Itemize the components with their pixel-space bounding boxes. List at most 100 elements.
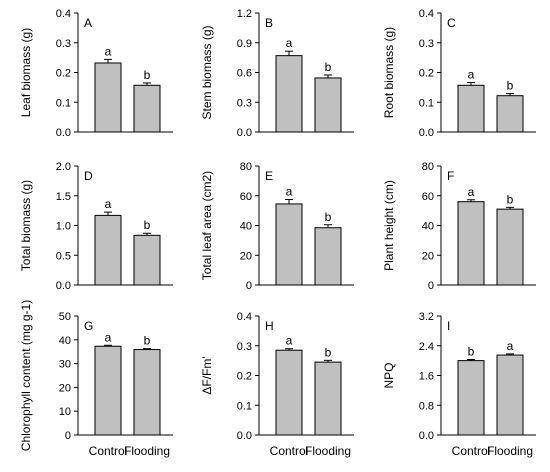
panel-h-x-tick-label: Control	[270, 444, 309, 458]
panel-b-y-tick-label: 0.9	[237, 38, 252, 50]
panel-e-y-tick-label: 60	[240, 191, 252, 203]
panel-g-x-tick-label: Flooding	[124, 444, 170, 458]
panel-d-y-tick-label: 2.0	[56, 161, 71, 173]
panel-i-bar-control	[457, 360, 485, 436]
panel-g: 0 10 20 30 40 50 G Chlorophyll content (mg g-1)…	[19, 300, 173, 458]
panel-e-y-tick-label: 40	[240, 221, 252, 233]
panel-e-y-tick-label: 0	[246, 280, 252, 292]
panel-g-bar-control	[94, 345, 122, 436]
panel-d-y-tick-label: 1.0	[56, 221, 71, 233]
panel-c-sig-label: a	[468, 68, 475, 82]
panel-e-sig-label: a	[286, 184, 293, 198]
panel-f-sig-label: a	[468, 185, 475, 199]
panel-b-bar-flooding	[314, 77, 342, 133]
panel-c-bar-control	[457, 84, 485, 133]
panel-a-y-tick-label: 0.2	[56, 68, 71, 80]
panel-b-y-tick-label: 0.6	[237, 68, 252, 80]
panel-f-y-tick-label: 0	[428, 280, 434, 292]
panel-d-bar-control	[94, 214, 122, 286]
panel-h-y-tick-label: 0.0	[237, 430, 252, 442]
panel-a-bar-control	[94, 62, 122, 133]
panel-c: 0.0 0.1 0.2 0.3 0.4 C Root biomass (g) a b	[382, 8, 536, 139]
panel-b-bar-control	[275, 55, 303, 133]
panel-i-letter: I	[447, 319, 450, 333]
panel-f: 0 20 40 60 80 F Plant height (cm) a b	[382, 161, 536, 292]
panel-c-letter: C	[447, 16, 456, 30]
panel-i-y-tick-label: 2.4	[419, 341, 434, 353]
panel-i-x-tick-label: Flooding	[487, 444, 533, 458]
panel-e: 0 20 40 60 80 E Total leaf area (cm2) a b	[200, 161, 354, 292]
panel-e-bar-control	[275, 203, 303, 286]
panel-d-y-tick-label: 1.5	[56, 191, 71, 203]
panel-c-sig-label: b	[507, 79, 514, 93]
panel-d-y-tick-label: 0.0	[56, 280, 71, 292]
panel-g-y-tick-label: 30	[59, 359, 71, 371]
panel-h-letter: H	[265, 319, 274, 333]
panel-c-y-tick-label: 0.2	[419, 68, 434, 80]
panel-d-y-label: Total biomass (g)	[19, 180, 33, 271]
panel-g-x-tick-label: Control	[89, 444, 128, 458]
panel-e-bar-flooding	[314, 227, 342, 286]
panel-g-y-tick-label: 10	[59, 406, 71, 418]
panel-h-y-tick-label: 0.3	[237, 341, 252, 353]
panel-e-sig-label: b	[325, 210, 332, 224]
panel-h-y-tick-label: 0.4	[237, 311, 252, 323]
panel-c-y-label: Root biomass (g)	[382, 27, 396, 118]
panel-h-y-tick-label: 0.2	[237, 371, 252, 383]
panel-b-sig-label: b	[325, 60, 332, 74]
panel-f-letter: F	[447, 169, 454, 183]
panel-c-bar-flooding	[496, 95, 524, 133]
panel-f-y-tick-label: 40	[422, 221, 434, 233]
panel-a-y-tick-label: 0.4	[56, 8, 71, 20]
panel-i-sig-label: b	[468, 345, 475, 359]
panel-d-sig-label: b	[144, 218, 151, 232]
panel-i-bar-flooding	[496, 354, 524, 436]
panel-e-y-tick-label: 80	[240, 161, 252, 173]
panel-i-y-tick-label: 3.2	[419, 311, 434, 323]
panel-c-y-tick-label: 0.3	[419, 38, 434, 50]
panel-b-y-tick-label: 0.3	[237, 97, 252, 109]
panel-g-y-tick-label: 0	[65, 430, 71, 442]
panel-d-bar-flooding	[133, 234, 161, 286]
panel-d-y-tick-label: 0.5	[56, 250, 71, 262]
panel-g-y-tick-label: 50	[59, 311, 71, 323]
panel-g-y-label: Chlorophyll content (mg g-1)	[19, 300, 33, 451]
panel-h-sig-label: b	[325, 345, 332, 359]
panel-a-y-tick-label: 0.1	[56, 97, 71, 109]
panel-b-y-tick-label: 0.0	[237, 127, 252, 139]
panel-c-y-tick-label: 0.0	[419, 127, 434, 139]
panel-a-sig-label: a	[105, 44, 112, 58]
panel-d: 0.0 0.5 1.0 1.5 2.0 D Total biomass (g) a b	[19, 161, 173, 292]
panel-i-y-label: NPQ	[382, 362, 396, 388]
panel-h-y-tick-label: 0.1	[237, 400, 252, 412]
panel-f-y-tick-label: 80	[422, 161, 434, 173]
panel-f-y-tick-label: 60	[422, 191, 434, 203]
panel-b-y-label: Stem biomass (g)	[200, 25, 214, 119]
panel-a-sig-label: b	[144, 68, 151, 82]
panel-g-bar-flooding	[133, 349, 161, 436]
panel-i-x-tick-label: Control	[452, 444, 491, 458]
panel-a-y-label: Leaf biomass (g)	[19, 28, 33, 117]
panel-b-sig-label: a	[286, 36, 293, 50]
panel-e-y-label: Total leaf area (cm2)	[200, 171, 214, 280]
panel-c-y-tick-label: 0.1	[419, 97, 434, 109]
panel-b-y-tick-label: 1.2	[237, 8, 252, 20]
panel-a: 0.0 0.1 0.2 0.3 0.4 A Leaf biomass (g) a b	[19, 8, 173, 139]
panel-h-sig-label: a	[286, 334, 293, 348]
panel-b-letter: B	[265, 16, 273, 30]
panel-f-y-label: Plant height (cm)	[382, 180, 396, 271]
panel-h-x-tick-label: Flooding	[305, 444, 351, 458]
panel-b: 0.0 0.3 0.6 0.9 1.2 B Stem biomass (g) a b	[200, 8, 354, 139]
panel-g-y-tick-label: 40	[59, 335, 71, 347]
panel-f-bar-control	[457, 201, 485, 286]
panel-h-y-label: ΔF/Fm'	[200, 356, 214, 394]
panel-g-sig-label: b	[144, 334, 151, 348]
panel-f-sig-label: b	[507, 192, 514, 206]
panel-i-y-tick-label: 1.6	[419, 371, 434, 383]
panel-h-bar-flooding	[314, 361, 342, 436]
panel-a-bar-flooding	[133, 84, 161, 133]
panel-f-bar-flooding	[496, 208, 524, 286]
panel-f-y-tick-label: 20	[422, 250, 434, 262]
